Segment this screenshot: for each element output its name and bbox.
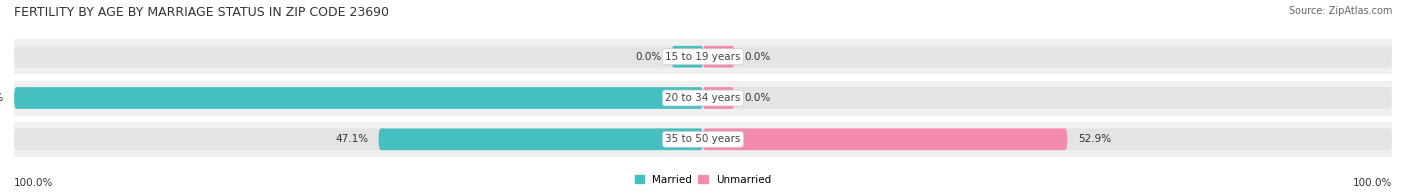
FancyBboxPatch shape <box>703 46 734 68</box>
FancyBboxPatch shape <box>703 87 734 109</box>
Text: 20 to 34 years: 20 to 34 years <box>665 93 741 103</box>
Text: 52.9%: 52.9% <box>1078 134 1111 144</box>
Text: 100.0%: 100.0% <box>14 178 53 188</box>
Text: 15 to 19 years: 15 to 19 years <box>665 52 741 62</box>
Text: 47.1%: 47.1% <box>335 134 368 144</box>
FancyBboxPatch shape <box>14 128 1392 150</box>
FancyBboxPatch shape <box>378 128 703 150</box>
FancyBboxPatch shape <box>672 46 703 68</box>
Text: 0.0%: 0.0% <box>744 52 770 62</box>
Text: 35 to 50 years: 35 to 50 years <box>665 134 741 144</box>
FancyBboxPatch shape <box>14 46 1392 68</box>
Text: 0.0%: 0.0% <box>636 52 662 62</box>
Text: FERTILITY BY AGE BY MARRIAGE STATUS IN ZIP CODE 23690: FERTILITY BY AGE BY MARRIAGE STATUS IN Z… <box>14 6 389 19</box>
Legend: Married, Unmarried: Married, Unmarried <box>630 171 776 189</box>
Text: Source: ZipAtlas.com: Source: ZipAtlas.com <box>1288 6 1392 16</box>
FancyBboxPatch shape <box>14 87 703 109</box>
FancyBboxPatch shape <box>14 87 1392 109</box>
Text: 0.0%: 0.0% <box>744 93 770 103</box>
Text: 100.0%: 100.0% <box>0 93 4 103</box>
Text: 100.0%: 100.0% <box>1353 178 1392 188</box>
FancyBboxPatch shape <box>703 128 1067 150</box>
